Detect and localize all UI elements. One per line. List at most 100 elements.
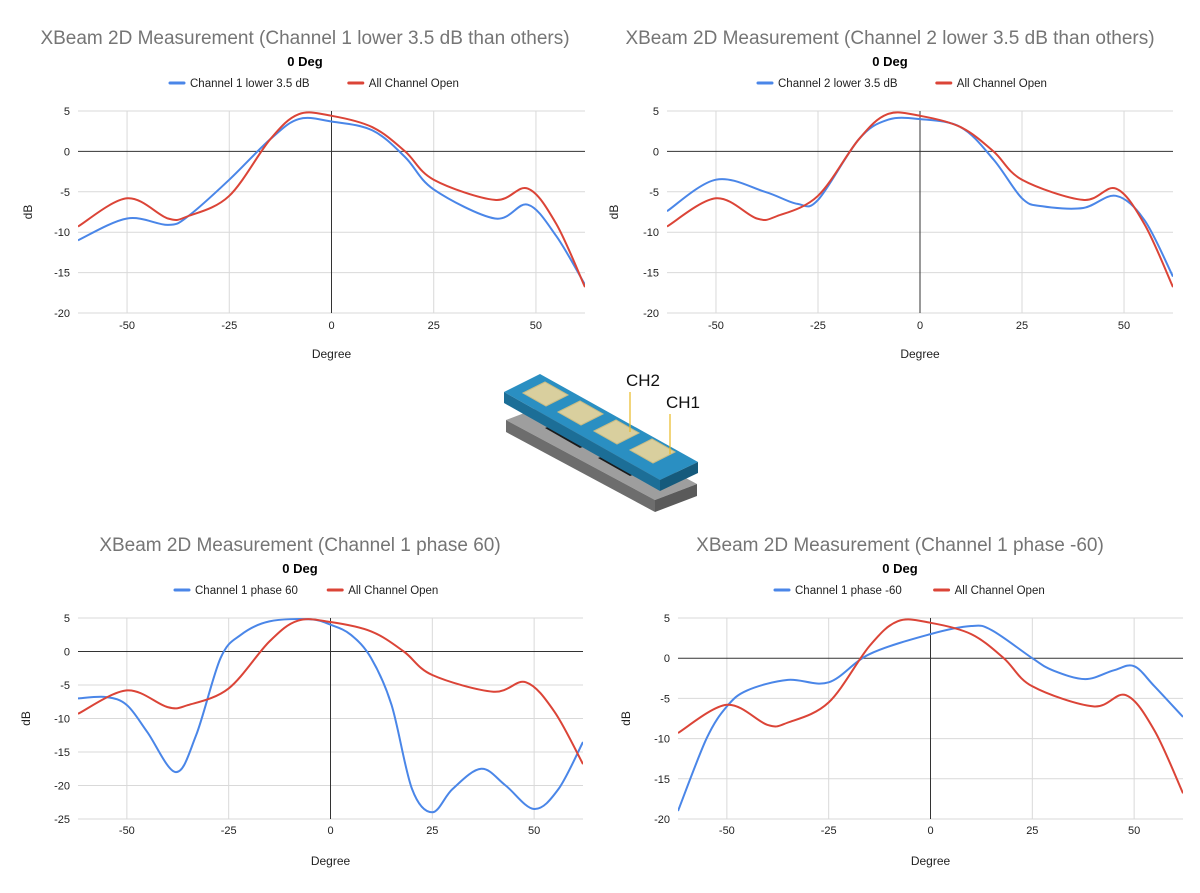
legend-label: All Channel Open (955, 585, 1045, 597)
chart-subtitle: 0 Deg (287, 54, 322, 69)
chart-subtitle: 0 Deg (282, 561, 317, 576)
chart-title: XBeam 2D Measurement (Channel 1 phase -6… (696, 535, 1104, 556)
legend-label: Channel 1 phase 60 (195, 585, 298, 597)
antenna-patch (521, 381, 570, 407)
series-line-all-channel-open (667, 111, 1173, 288)
chart-subtitle: 0 Deg (882, 561, 917, 576)
x-axis-label: Degree (312, 347, 352, 361)
y-axis-label: dB (607, 205, 621, 220)
y-tick-label: -15 (54, 747, 70, 759)
y-tick-label: -20 (643, 308, 659, 320)
x-axis-label: Degree (311, 854, 351, 868)
y-tick-label: -25 (54, 814, 70, 826)
y-tick-label: 5 (653, 106, 659, 118)
y-tick-label: -10 (654, 734, 670, 746)
x-tick-label: 25 (426, 825, 438, 837)
y-axis-label: dB (21, 205, 35, 220)
x-tick-label: -25 (810, 320, 826, 332)
legend-item: Channel 1 lower 3.5 dB (168, 78, 310, 90)
legend-label: All Channel Open (957, 78, 1047, 90)
x-tick-label: 0 (327, 825, 333, 837)
chart-1: XBeam 2D Measurement (Channel 1 lower 3.… (21, 28, 585, 361)
y-tick-label: -10 (54, 714, 70, 726)
x-tick-label: 0 (927, 825, 933, 837)
antenna-board-end (660, 462, 698, 491)
legend-label: Channel 2 lower 3.5 dB (778, 78, 898, 90)
x-tick-label: -25 (221, 320, 237, 332)
chart-3: XBeam 2D Measurement (Channel 1 phase 60… (19, 535, 583, 868)
x-axis-label: Degree (900, 347, 940, 361)
series-line-primary (678, 624, 1183, 812)
y-tick-label: -15 (654, 774, 670, 786)
legend-label: Channel 1 lower 3.5 dB (190, 78, 310, 90)
y-tick-label: -20 (54, 781, 70, 793)
y-tick-label: -15 (643, 268, 659, 280)
legend-item: All Channel Open (347, 78, 459, 90)
y-tick-label: -5 (60, 187, 70, 199)
chart-subtitle: 0 Deg (872, 54, 907, 69)
legend-item: All Channel Open (935, 78, 1047, 90)
chart-title: XBeam 2D Measurement (Channel 1 lower 3.… (40, 28, 569, 49)
y-tick-label: -20 (54, 308, 70, 320)
y-tick-label: -20 (654, 814, 670, 826)
chart-title: XBeam 2D Measurement (Channel 2 lower 3.… (625, 28, 1154, 49)
y-tick-label: 0 (64, 146, 70, 158)
series-line-primary (667, 116, 1173, 278)
y-tick-label: 5 (664, 613, 670, 625)
series-line-all-channel-open (78, 618, 583, 765)
chart-title: XBeam 2D Measurement (Channel 1 phase 60… (99, 535, 500, 556)
base-board-side (506, 420, 655, 512)
legend-item: Channel 1 phase -60 (773, 585, 902, 597)
series-line-all-channel-open (78, 111, 585, 288)
y-tick-label: -10 (643, 227, 659, 239)
x-tick-label: -50 (119, 320, 135, 332)
antenna-patch (592, 419, 641, 445)
ch1-label: CH1 (666, 393, 700, 412)
base-board-end (655, 484, 697, 512)
legend-label: All Channel Open (369, 78, 459, 90)
y-tick-label: -5 (660, 693, 670, 705)
x-tick-label: 50 (530, 320, 542, 332)
series-line-primary (78, 116, 585, 286)
x-tick-label: 50 (1128, 825, 1140, 837)
antenna-patch (556, 400, 605, 426)
x-tick-label: -25 (821, 825, 837, 837)
chart-2: XBeam 2D Measurement (Channel 2 lower 3.… (607, 28, 1173, 361)
x-tick-label: -50 (719, 825, 735, 837)
x-tick-label: 25 (1026, 825, 1038, 837)
y-tick-label: 5 (64, 106, 70, 118)
legend-label: All Channel Open (348, 585, 438, 597)
x-tick-label: -50 (708, 320, 724, 332)
ch2-label: CH2 (626, 371, 660, 390)
x-tick-label: -50 (119, 825, 135, 837)
legend-item: All Channel Open (326, 585, 438, 597)
legend-item: Channel 1 phase 60 (173, 585, 298, 597)
x-tick-label: 50 (1118, 320, 1130, 332)
antenna-board-side (504, 392, 660, 491)
antenna-board-diagram: CH2 CH1 (504, 371, 700, 512)
y-tick-label: 0 (64, 647, 70, 659)
antenna-patch (628, 438, 677, 464)
x-tick-label: 50 (528, 825, 540, 837)
y-tick-label: 0 (653, 146, 659, 158)
x-axis-label: Degree (911, 854, 951, 868)
legend-item: All Channel Open (933, 585, 1045, 597)
y-tick-label: 0 (664, 653, 670, 665)
x-tick-label: -25 (221, 825, 237, 837)
legend-label: Channel 1 phase -60 (795, 585, 902, 597)
y-tick-label: -10 (54, 227, 70, 239)
y-axis-label: dB (19, 711, 33, 726)
legend-item: Channel 2 lower 3.5 dB (756, 78, 898, 90)
series-line-primary (78, 618, 583, 814)
x-tick-label: 25 (1016, 320, 1028, 332)
y-tick-label: -5 (60, 680, 70, 692)
y-tick-label: 5 (64, 613, 70, 625)
x-tick-label: 0 (328, 320, 334, 332)
y-axis-label: dB (619, 711, 633, 726)
x-tick-label: 0 (917, 320, 923, 332)
x-tick-label: 25 (428, 320, 440, 332)
series-line-all-channel-open (678, 618, 1183, 794)
y-tick-label: -15 (54, 268, 70, 280)
y-tick-label: -5 (649, 187, 659, 199)
